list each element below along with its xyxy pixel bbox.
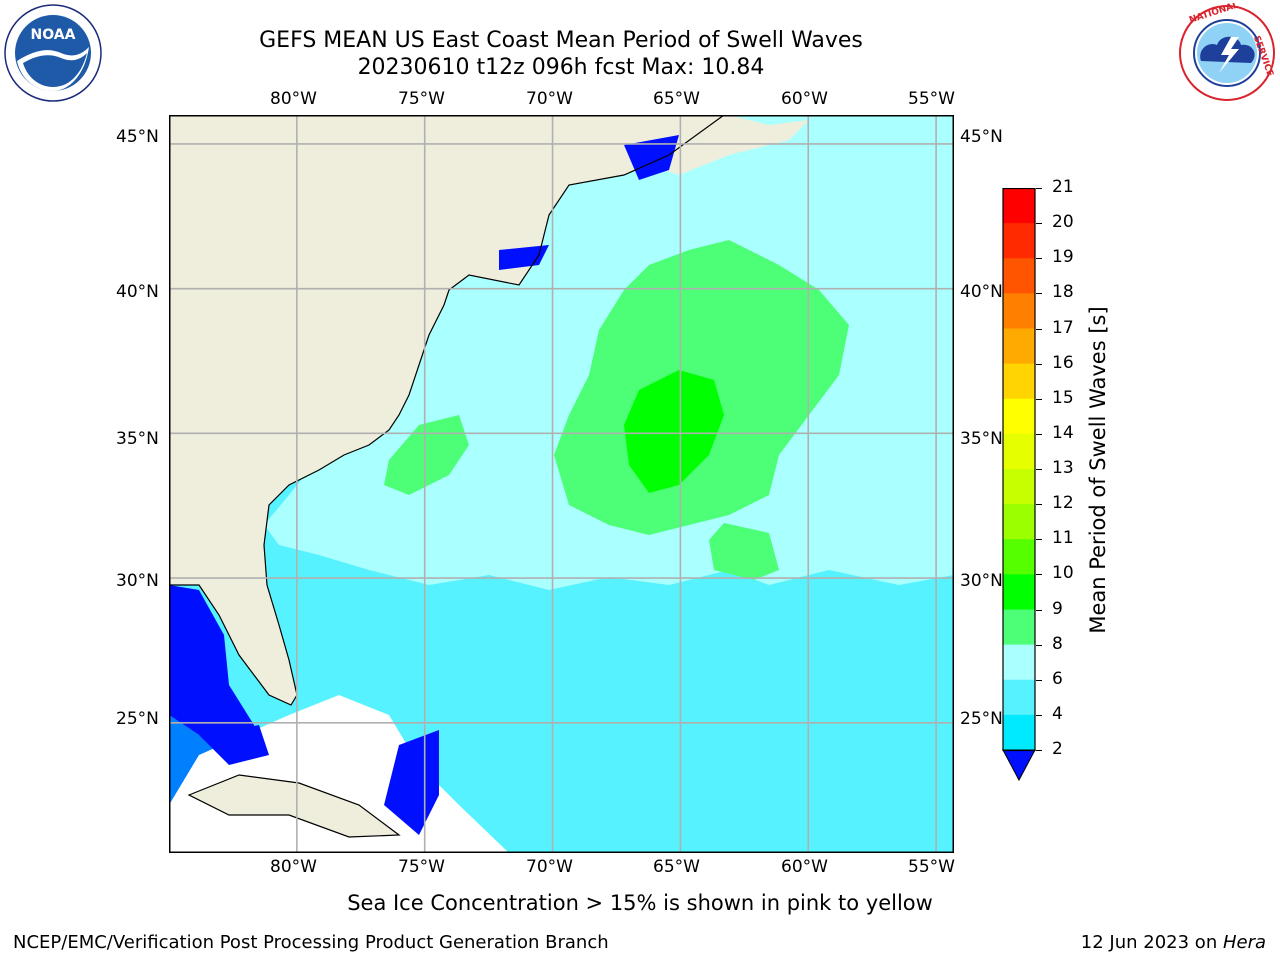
colorbar-tick-mark <box>1036 258 1042 260</box>
colorbar-tick-mark <box>1036 328 1042 330</box>
colorbar-band <box>1003 188 1035 224</box>
colorbar-band <box>1003 223 1035 259</box>
colorbar-tick-label: 4 <box>1052 703 1063 724</box>
map-title: GEFS MEAN US East Coast Mean Period of S… <box>259 28 863 53</box>
colorbar-tick-label: 17 <box>1052 317 1074 338</box>
colorbar-band <box>1003 609 1035 646</box>
colorbar-band <box>1003 258 1035 294</box>
lon-label-top: 65°W <box>653 89 700 109</box>
colorbar-tick-mark <box>1036 504 1042 506</box>
lon-label-bottom: 65°W <box>653 857 700 877</box>
colorbar-tick-mark <box>1036 539 1042 541</box>
map-subtitle: 20230610 t12z 096h fcst Max: 10.84 <box>357 55 765 80</box>
graticule <box>169 115 954 853</box>
swell-region-2-4s-long-island <box>499 245 549 270</box>
footer-branch: NCEP/EMC/Verification Post Processing Pr… <box>13 932 609 953</box>
colorbar-band <box>1003 714 1035 751</box>
colorbar-tick-mark <box>1036 398 1042 400</box>
lon-label-bottom: 80°W <box>270 857 317 877</box>
colorbar-tick-mark <box>1036 750 1042 751</box>
lat-label-right: 45°N <box>960 127 1003 147</box>
land-north-america <box>169 115 724 705</box>
lon-label-top: 70°W <box>526 89 573 109</box>
swell-region-9-10s-south <box>709 523 779 580</box>
lon-label-bottom: 75°W <box>398 857 445 877</box>
lon-label-top: 75°W <box>398 89 445 109</box>
colorbar-band <box>1003 539 1035 575</box>
lon-label-top: 60°W <box>781 89 828 109</box>
colorbar-tick-label: 11 <box>1052 528 1074 549</box>
colorbar-frame <box>1002 188 1036 752</box>
colorbar-tick-mark <box>1036 433 1042 435</box>
colorbar-tick-label: 20 <box>1052 212 1074 233</box>
colorbar-tick-label: 2 <box>1052 739 1063 759</box>
swell-region-2-4s-florida <box>169 585 259 765</box>
colorbar-band <box>1003 293 1035 329</box>
colorbar-tick-label: 12 <box>1052 493 1074 514</box>
lat-label-left: 25°N <box>116 709 159 729</box>
swell-period-map <box>169 115 954 853</box>
colorbar-tick-mark <box>1036 644 1042 646</box>
land-nova-scotia <box>629 115 809 175</box>
lon-label-top: 80°W <box>270 89 317 109</box>
footer-machine: Hera <box>1222 932 1266 953</box>
lat-label-right: 35°N <box>960 429 1003 449</box>
colorbar-band <box>1003 398 1035 435</box>
colorbar-band <box>1003 504 1035 540</box>
lat-label-left: 30°N <box>116 571 159 591</box>
lon-label-bottom: 70°W <box>526 857 573 877</box>
swell-region-9-10s-west <box>384 415 469 495</box>
lat-label-left: 45°N <box>116 127 159 147</box>
swell-region-2-4s-gulf <box>199 725 269 765</box>
colorbar-tick-mark <box>1036 714 1042 716</box>
colorbar <box>1002 188 1036 788</box>
coastline <box>169 115 725 706</box>
colorbar-band <box>1003 328 1035 365</box>
colorbar-band <box>1003 644 1035 681</box>
swell-region-10-11s <box>624 370 724 493</box>
colorbar-tick-mark <box>1036 574 1042 576</box>
nws-logo: NATIONAL SERVICE <box>1177 0 1277 103</box>
lat-label-left: 40°N <box>116 282 159 302</box>
lon-label-bottom: 60°W <box>781 857 828 877</box>
map-frame <box>169 115 954 853</box>
lat-label-right: 25°N <box>960 709 1003 729</box>
colorbar-tick-label: 9 <box>1052 598 1063 619</box>
colorbar-tick-mark <box>1036 609 1042 611</box>
colorbar-tick-label: 18 <box>1052 282 1074 303</box>
colorbar-tick-label: 6 <box>1052 668 1063 689</box>
colorbar-tick-label: 14 <box>1052 422 1074 443</box>
sea-ice-note: Sea Ice Concentration > 15% is shown in … <box>347 891 933 915</box>
colorbar-tick-mark <box>1036 679 1042 681</box>
colorbar-tick-mark <box>1036 188 1042 189</box>
colorbar-tick-label: 10 <box>1052 563 1074 584</box>
colorbar-tick-label: 8 <box>1052 633 1063 654</box>
colorbar-band <box>1003 679 1035 716</box>
colorbar-band <box>1003 433 1035 470</box>
lat-label-right: 40°N <box>960 282 1003 302</box>
lon-label-bottom: 55°W <box>908 857 955 877</box>
lat-label-right: 30°N <box>960 571 1003 591</box>
colorbar-tick-label: 21 <box>1052 177 1074 197</box>
colorbar-label: Mean Period of Swell Waves [s] <box>1086 306 1110 634</box>
colorbar-tick-label: 16 <box>1052 352 1074 373</box>
colorbar-band <box>1003 574 1035 610</box>
land-cuba <box>189 775 399 837</box>
footer-date: 12 Jun 2023 on Hera <box>1081 932 1266 953</box>
lat-label-left: 35°N <box>116 429 159 449</box>
colorbar-tick-mark <box>1036 223 1042 225</box>
footer-date-text: 12 Jun 2023 on <box>1080 932 1223 953</box>
noaa-logo-text: NOAA <box>31 27 76 43</box>
noaa-logo: NOAA <box>3 3 103 103</box>
colorbar-tick-mark <box>1036 469 1042 470</box>
colorbar-tick-label: 13 <box>1052 458 1074 478</box>
colorbar-extend-arrow <box>1002 749 1036 782</box>
colorbar-tick-label: 19 <box>1052 247 1074 268</box>
colorbar-tick-label: 15 <box>1052 387 1074 408</box>
colorbar-tick-mark <box>1036 293 1042 295</box>
colorbar-tick-mark <box>1036 363 1042 365</box>
colorbar-band <box>1003 363 1035 400</box>
colorbar-band <box>1003 469 1035 505</box>
lon-label-top: 55°W <box>908 89 955 109</box>
